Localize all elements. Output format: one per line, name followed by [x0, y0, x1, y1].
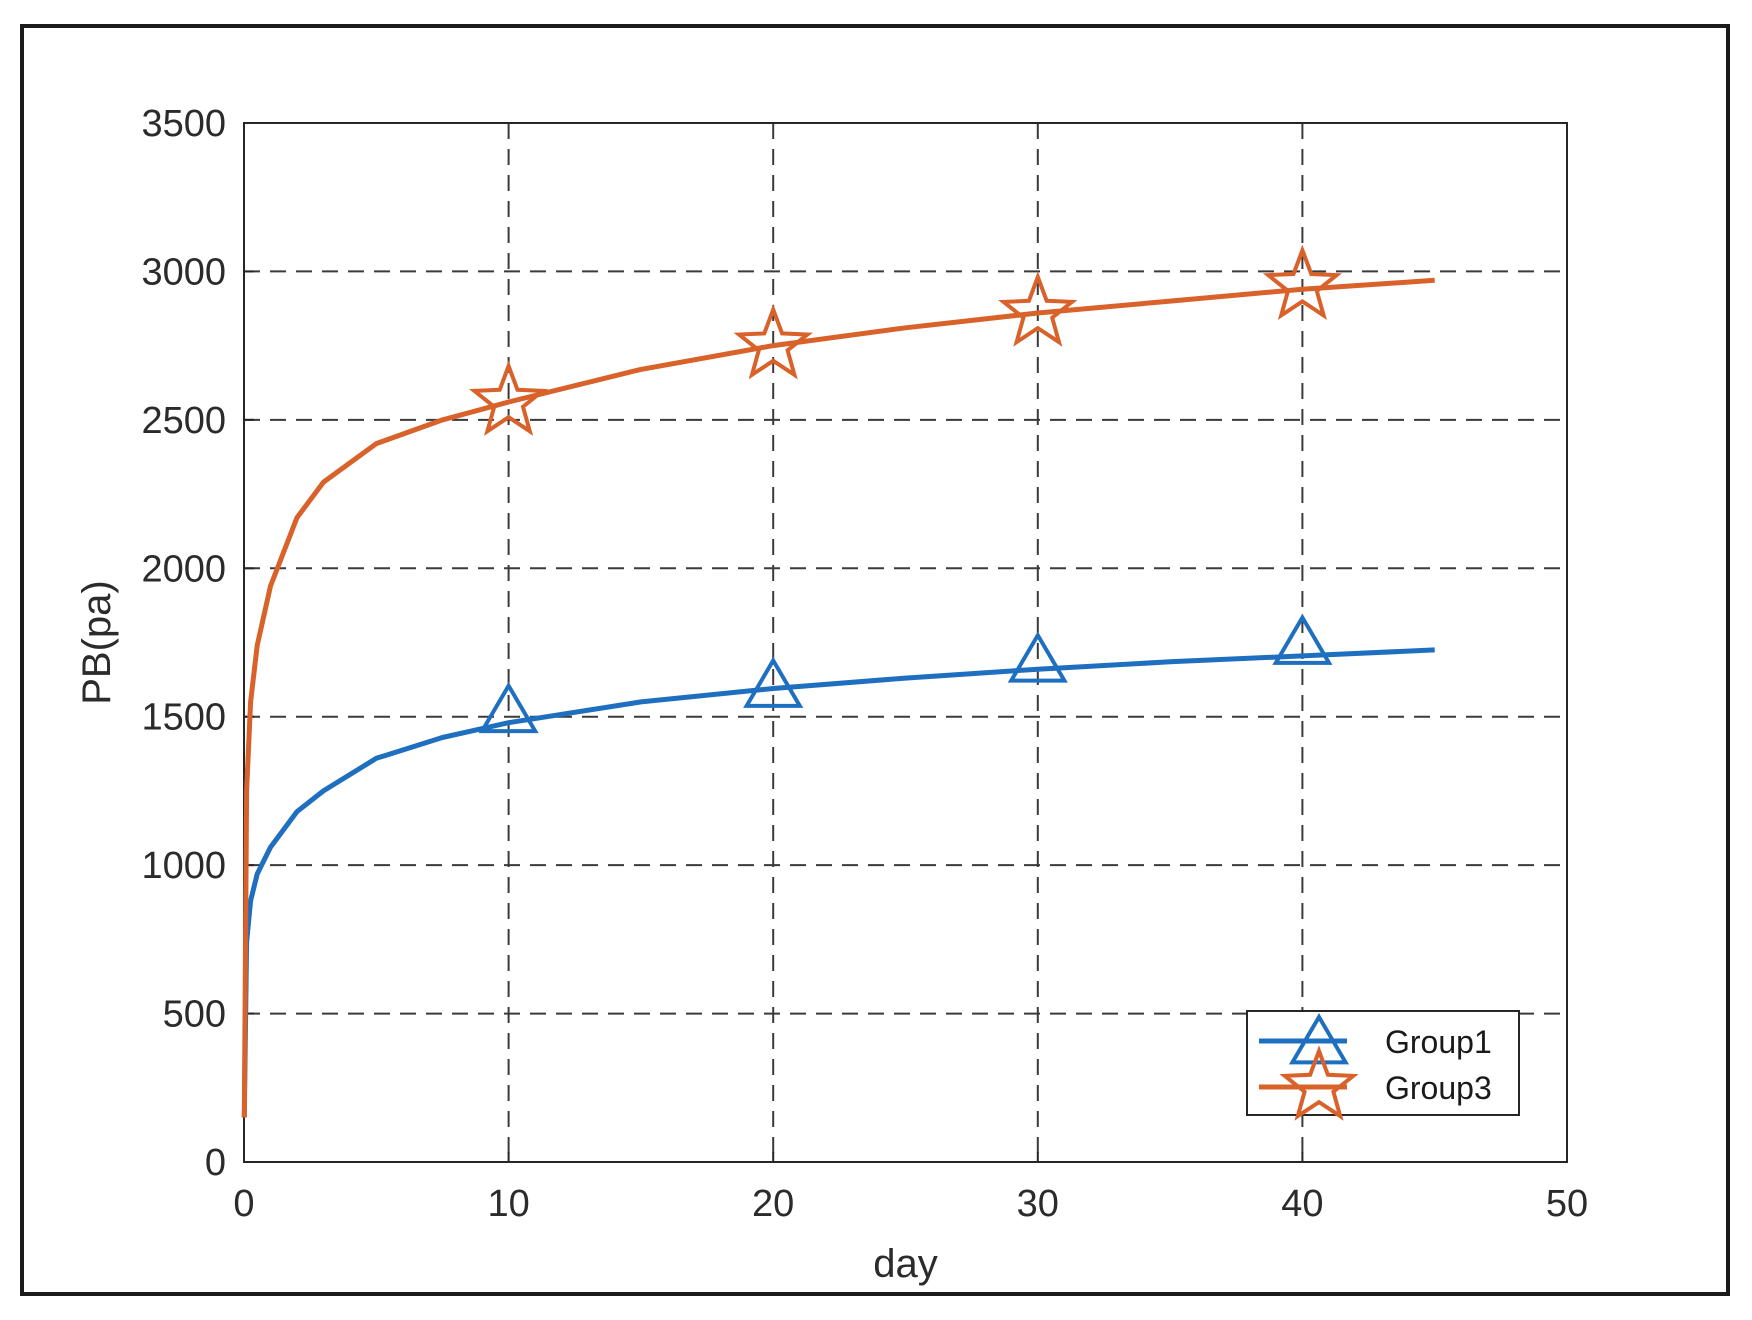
x-tick-label: 20: [752, 1183, 794, 1225]
x-axis-label: day: [873, 1242, 938, 1286]
data-marker: [743, 656, 804, 708]
x-axis-ticks: 0 10 20 30 40 50: [233, 1152, 1588, 1225]
series-line: [241, 647, 1435, 1118]
x-tick-label: 0: [233, 1183, 254, 1225]
series-layer: [241, 244, 1435, 1118]
x-tick-label: 30: [1017, 1183, 1059, 1225]
data-marker: [1262, 244, 1343, 321]
y-tick-label: 0: [205, 1142, 226, 1184]
legend: Group1 Group3: [1246, 1010, 1520, 1121]
y-tick-label: 500: [163, 994, 226, 1036]
y-tick-label: 2000: [141, 548, 226, 590]
x-tick-label: 40: [1281, 1183, 1323, 1225]
y-tick-label: 3500: [141, 103, 226, 145]
legend-entry: Group3: [1259, 1045, 1492, 1121]
legend-marker: [1279, 1045, 1359, 1121]
series-group1: [241, 613, 1435, 1118]
legend-label: Group1: [1385, 1024, 1492, 1060]
x-tick-label: 10: [487, 1183, 529, 1225]
data-marker: [733, 303, 813, 380]
legend-entry: Group1: [1259, 1013, 1492, 1065]
grid: [244, 123, 1567, 1162]
data-marker: [478, 681, 539, 734]
y-axis-ticks: 0 500 1000 1500 2000 2500 3000 3500: [141, 103, 254, 1184]
y-axis-label: PB(pa): [75, 580, 119, 705]
series-line: [241, 277, 1435, 1118]
y-tick-label: 1000: [141, 845, 226, 887]
y-tick-label: 1500: [141, 697, 226, 739]
y-tick-label: 2500: [141, 400, 226, 442]
figure-frame: [20, 24, 1730, 1296]
data-marker: [1007, 631, 1068, 683]
data-marker: [998, 271, 1078, 347]
plot-area: [243, 122, 1568, 1163]
legend-marker: [1288, 1013, 1350, 1065]
series-group3: [241, 244, 1435, 1118]
y-tick-label: 3000: [141, 251, 226, 293]
legend-entries: Group1 Group3: [1259, 1013, 1492, 1121]
legend-label: Group3: [1385, 1070, 1492, 1106]
x-tick-label: 50: [1546, 1183, 1588, 1225]
data-marker: [1272, 613, 1333, 665]
data-marker: [468, 360, 549, 436]
